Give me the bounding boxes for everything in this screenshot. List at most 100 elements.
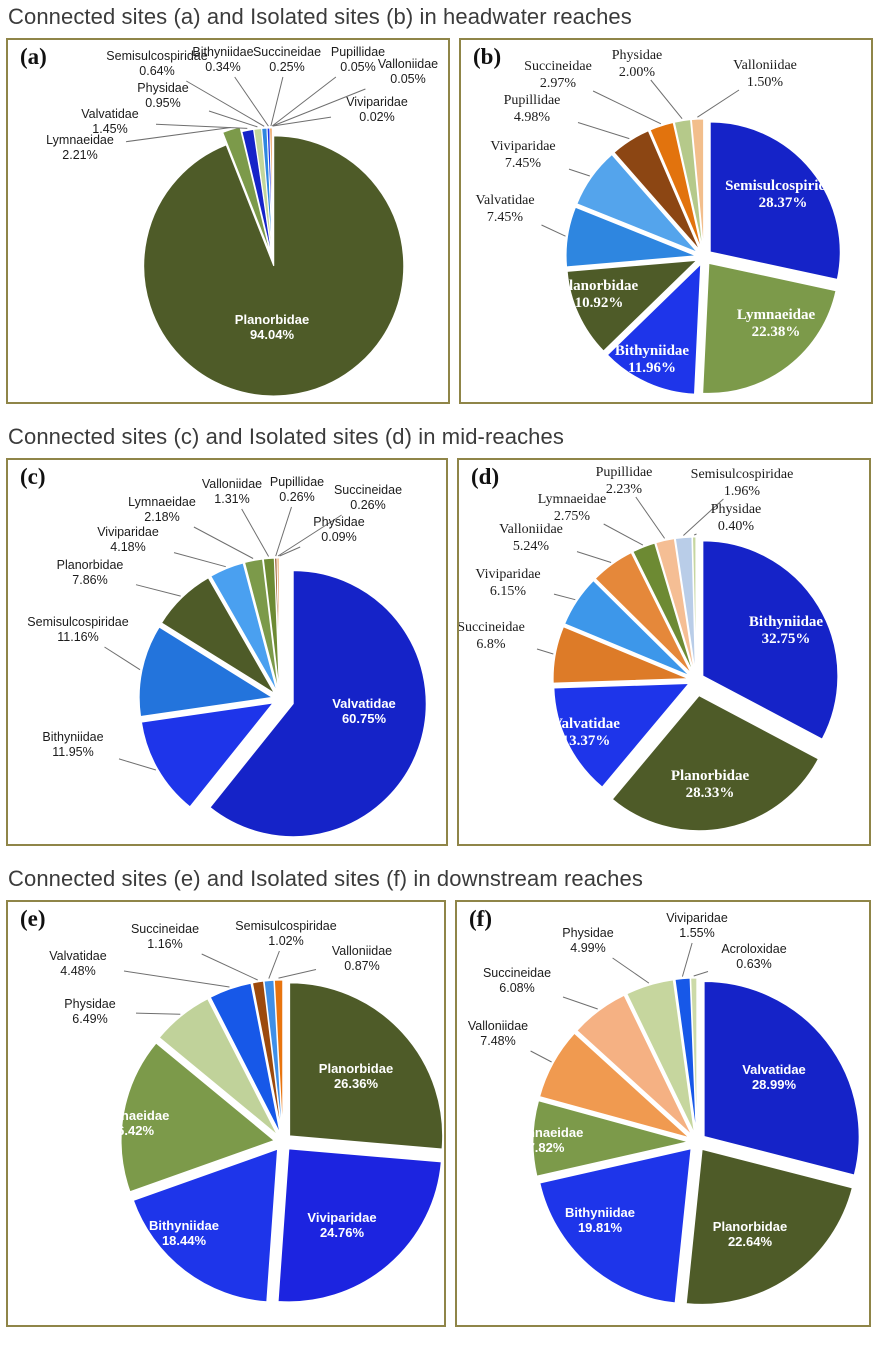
pie-slice-viviparidae (210, 562, 278, 692)
leader-line-valloniidae (697, 89, 740, 118)
slice-label-planorbidae: Planorbidae 26.36% (319, 1061, 393, 1091)
leader-line-physidae (279, 546, 301, 557)
slice-label-viviparidae: Viviparidae 24.76% (307, 1210, 376, 1240)
slice-label-succineidae: Succineidae 0.26% (334, 483, 402, 512)
pie-slice-physidae (673, 119, 704, 250)
pie-slice-viviparidae (564, 579, 690, 677)
leader-line-lymnaeidae (125, 127, 231, 143)
leader-line-valloniidae (272, 88, 366, 127)
slice-label-viviparidae: Viviparidae 0.02% (346, 95, 408, 124)
leader-line-viviparidae (568, 168, 590, 177)
slice-label-valloniidae: Valloniidae 1.31% (202, 477, 262, 506)
leader-line-semisulcospiridae (186, 80, 265, 127)
slice-label-lymnaeidae: Lymnaeidae 2.75% (538, 492, 606, 524)
leader-line-viviparidae (272, 116, 332, 127)
leader-line-physidae (650, 79, 683, 120)
panel-letter: (e) (20, 906, 46, 931)
panel-row-headwater: (a) Planorbidae 94.04% Lymnaeidae 2.21% Valva… (6, 38, 878, 404)
leader-line-succineidae (277, 514, 342, 557)
pie-chart: Planorbidae 26.36% Viviparidae 24.76% Bithyn… (49, 919, 444, 1303)
pie-slice-planorbidae (685, 1148, 853, 1305)
leader-line-valvatidae (123, 970, 230, 988)
leader-line-valvatidae (155, 123, 248, 129)
slice-label-lymnaeidae: Lymnaeidae 7.82% (509, 1125, 584, 1155)
pie-slice-bithyniidae (132, 1148, 279, 1303)
panel-letter: (a) (20, 44, 47, 69)
slice-label-pupillidae: Pupillidae 2.23% (596, 465, 653, 497)
panel-letter: (c) (20, 464, 46, 489)
slice-label-semisulcospiridae: Semisulcospiridae 11.16% (27, 615, 128, 644)
slice-label-physidae: Physidae 0.09% (313, 515, 364, 544)
pie-chart: Bithyniidae 32.75% Planorbidae 28.33% Valvat… (459, 465, 839, 832)
panel-row-downstream: (e) Planorbidae 26.36% Viviparidae 24.76% Bit… (6, 900, 878, 1327)
pie-slice-planorbidae (289, 982, 444, 1150)
leader-line-succineidae (536, 648, 554, 655)
pie-slice-succineidae (251, 980, 283, 1134)
leader-line-valvatidae (541, 224, 566, 237)
pie-slice-physidae (278, 557, 281, 692)
slice-label-valvatidae: Valvatidae 13.37% (552, 716, 620, 749)
leader-line-valloniidae (530, 1050, 552, 1063)
pie-slice-planorbidae (611, 695, 820, 832)
pie-slice-semisulcospiridae (674, 536, 696, 673)
leader-line-valloniidae (241, 508, 270, 557)
leader-line-viviparidae (553, 593, 576, 601)
pie-chart: Valvatidae 28.99% Planorbidae 22.64% Bithyni… (468, 911, 860, 1305)
pie-slice-pupillidae (613, 130, 701, 251)
leader-line-semisulcospiridae (104, 646, 141, 671)
slice-label-valloniidae: Valloniidae 7.48% (468, 1019, 528, 1048)
chart-panel-f: (f) Valvatidae 28.99% Planorbidae 22.64% Bith… (455, 900, 871, 1327)
pie-slice-viviparidae (674, 977, 697, 1134)
leader-line-physidae (135, 1012, 181, 1015)
section-mid-reaches: Connected sites (c) and Isolated sites (… (6, 424, 878, 846)
slice-label-valvatidae: Valvatidae 28.99% (742, 1062, 806, 1092)
pie-slice-lymnaeidae (532, 1100, 689, 1177)
pie-slice-lymnaeidae (632, 542, 694, 673)
slice-label-bithyniidae: Bithyniidae 19.81% (565, 1205, 635, 1235)
slice-label-semisulcospiridae: Semisulcospiridae 1.96% (691, 467, 794, 499)
slice-label-planorbidae: Planorbidae 7.86% (57, 558, 124, 587)
panel-letter: (d) (471, 464, 500, 489)
slice-label-semisulcospiridae: Semisulcospiridae 1.02% (235, 919, 336, 948)
section-title-headwater: Connected sites (a) and Isolated sites (… (8, 4, 632, 29)
chart-panel-b: (b) Semisulcospiridae 28.37% Lymnaeidae 22.3… (459, 38, 873, 404)
pie-slice-bithyniidae (539, 1148, 692, 1304)
pie-slice-valloniidae (273, 979, 284, 1134)
leader-line-semisulcospiridae (268, 950, 280, 979)
pie-slice-valloniidae (539, 1032, 690, 1139)
slice-label-valloniidae: Valloniidae 1.50% (733, 58, 797, 90)
slice-label-pupillidae: Pupillidae 0.05% (331, 45, 385, 74)
slice-label-viviparidae: Viviparidae 6.15% (475, 567, 540, 599)
leader-line-bithyniidae (118, 758, 157, 771)
leader-line-physidae (208, 110, 258, 128)
slice-label-lymnaeidae: Lymnaeidae 2.21% (46, 133, 114, 162)
pie-slice-semisulcospiridae (263, 979, 283, 1134)
pie-slice-lymnaeidae (120, 1042, 276, 1193)
pie-slice-acroloxidae (690, 977, 698, 1134)
slice-label-bithyniidae: Bithyniidae 32.75% (749, 614, 824, 647)
slice-label-viviparidae: Viviparidae 4.18% (97, 525, 159, 554)
leader-line-valloniidae (576, 551, 612, 563)
slice-label-bithyniidae: Bithyniidae 18.44% (149, 1218, 219, 1248)
chart-panel-e: (e) Planorbidae 26.36% Viviparidae 24.76% Bit… (6, 900, 446, 1327)
slice-label-semisulcospiridae: Semisulcospiridae 28.37% (725, 178, 841, 211)
slice-label-physidae: Physidae 6.49% (64, 997, 115, 1026)
pie-slice-physidae (691, 536, 697, 673)
section-title-downstream: Connected sites (e) and Isolated sites (… (8, 866, 643, 891)
section-title-mid-reaches: Connected sites (c) and Isolated sites (… (8, 424, 564, 449)
slice-label-lymnaeidae: Lymnaeidae 22.38% (737, 307, 816, 340)
pie-slice-valvatidae (565, 206, 697, 268)
slice-label-valvatidae: Valvatidae 1.45% (81, 107, 138, 136)
section-downstream: Connected sites (e) and Isolated sites (… (6, 866, 878, 1327)
slice-label-valvatidae: Valvatidae 60.75% (332, 696, 396, 726)
leader-line-succineidae (562, 996, 598, 1010)
slice-label-succineidae: Succineidae 0.25% (253, 45, 321, 74)
slice-label-succineidae: Succineidae 1.16% (131, 922, 199, 951)
pie-chart: Semisulcospiridae 28.37% Lymnaeidae 22.38% B… (475, 48, 841, 395)
pie-chart: Planorbidae 94.04% Lymnaeidae 2.21%Valvatid… (46, 45, 438, 397)
panel-letter: (f) (469, 906, 492, 931)
leader-line-acroloxidae (693, 971, 709, 977)
section-headwater: Connected sites (a) and Isolated sites (… (6, 4, 878, 404)
pie-slice-planorbidae (566, 259, 699, 352)
